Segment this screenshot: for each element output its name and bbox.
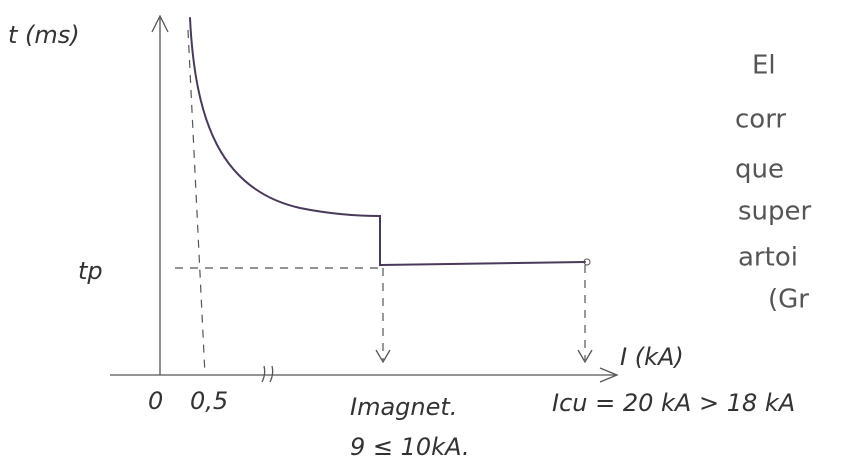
arrow-magnet xyxy=(376,350,390,362)
trip-curve xyxy=(190,18,585,265)
annotation: Icu = 20 kA > 18 kA xyxy=(552,389,795,417)
side-text: El xyxy=(752,51,776,81)
side-text: artoi xyxy=(738,243,798,273)
x-label: 0 xyxy=(148,387,163,415)
side-text: super xyxy=(738,197,812,227)
side-text: (Gr xyxy=(768,285,809,315)
side-text: corr xyxy=(735,105,786,135)
tp-label: tp xyxy=(78,257,103,285)
axis-break xyxy=(262,366,273,382)
side-text: que xyxy=(735,155,784,185)
x-label: 0,5 xyxy=(190,387,228,415)
annotation: 9 ≤ 10kA. xyxy=(350,433,470,461)
sketch: t (ms) I (kA) tp 0 0,5 Imagnet. 9 ≤ 10kA… xyxy=(0,0,851,465)
x-axis-label: I (kA) xyxy=(620,343,684,371)
y-axis-label: t (ms) xyxy=(8,21,80,49)
annotation: Imagnet. xyxy=(350,393,457,421)
